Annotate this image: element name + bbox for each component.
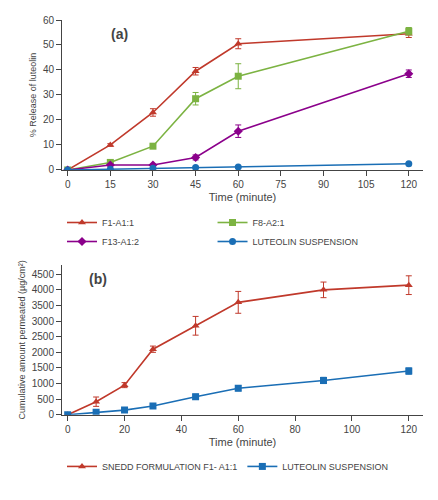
- svg-text:0: 0: [65, 179, 71, 190]
- svg-text:40: 40: [176, 424, 188, 435]
- svg-text:3500: 3500: [32, 300, 55, 311]
- svg-text:120: 120: [400, 424, 417, 435]
- svg-text:(b): (b): [89, 271, 107, 287]
- svg-text:4500: 4500: [32, 269, 55, 280]
- svg-text:20: 20: [43, 114, 55, 125]
- svg-text:40: 40: [43, 64, 55, 75]
- svg-text:Cumulative amount permeated (µ: Cumulative amount permeated (µg/cm²): [17, 260, 27, 419]
- svg-text:Time (minute): Time (minute): [209, 436, 276, 448]
- svg-text:F13-A1:2: F13-A1:2: [102, 237, 139, 247]
- svg-text:15: 15: [105, 179, 117, 190]
- svg-text:0: 0: [48, 409, 54, 420]
- svg-text:30: 30: [147, 179, 159, 190]
- svg-text:75: 75: [275, 179, 287, 190]
- svg-text:80: 80: [290, 424, 302, 435]
- svg-text:4000: 4000: [32, 284, 55, 295]
- svg-text:100: 100: [344, 424, 361, 435]
- svg-text:0: 0: [48, 164, 54, 175]
- svg-text:2000: 2000: [32, 347, 55, 358]
- svg-text:LUTEOLIN SUSPENSION: LUTEOLIN SUSPENSION: [282, 462, 388, 472]
- svg-text:60: 60: [233, 424, 245, 435]
- svg-text:(a): (a): [111, 26, 128, 42]
- svg-text:3000: 3000: [32, 316, 55, 327]
- svg-text:1500: 1500: [32, 362, 55, 373]
- svg-text:F1-A1:1: F1-A1:1: [102, 218, 134, 228]
- svg-text:2500: 2500: [32, 331, 55, 342]
- svg-text:500: 500: [37, 394, 54, 405]
- svg-text:50: 50: [43, 39, 55, 50]
- svg-text:105: 105: [358, 179, 375, 190]
- svg-text:30: 30: [43, 89, 55, 100]
- svg-text:60: 60: [43, 15, 55, 26]
- svg-text:SNEDD FORMULATION F1- A1:1: SNEDD FORMULATION F1- A1:1: [102, 462, 237, 472]
- svg-text:Time (minute): Time (minute): [209, 191, 276, 203]
- svg-text:120: 120: [400, 179, 417, 190]
- svg-text:F8-A2:1: F8-A2:1: [253, 218, 285, 228]
- svg-text:% Release of luteolin: % Release of luteolin: [28, 53, 38, 138]
- svg-text:20: 20: [119, 424, 131, 435]
- svg-text:1000: 1000: [32, 378, 55, 389]
- svg-text:LUTEOLIN SUSPENSION: LUTEOLIN SUSPENSION: [253, 237, 359, 247]
- svg-text:90: 90: [318, 179, 330, 190]
- svg-text:60: 60: [233, 179, 245, 190]
- svg-text:0: 0: [65, 424, 71, 435]
- svg-text:10: 10: [43, 139, 55, 150]
- svg-text:45: 45: [190, 179, 202, 190]
